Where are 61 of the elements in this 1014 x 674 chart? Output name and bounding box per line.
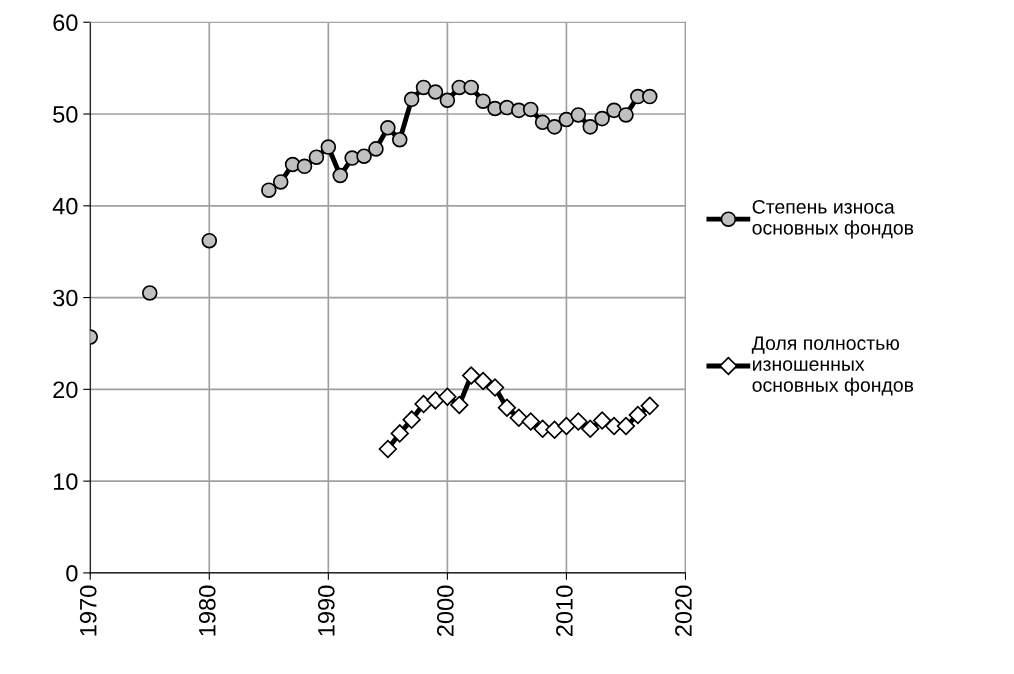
point (201, 232, 218, 249)
point (439, 92, 456, 109)
point (582, 119, 599, 135)
point (557, 416, 576, 436)
point (450, 395, 469, 415)
point (402, 410, 421, 429)
x-tick-label: 1990 (317, 585, 335, 636)
point (426, 391, 445, 410)
point (332, 167, 349, 184)
point (581, 419, 600, 438)
point (320, 139, 337, 155)
point (522, 101, 539, 118)
y-tick-label: 30 (53, 289, 78, 307)
point (616, 416, 636, 436)
point (570, 107, 587, 123)
point (558, 111, 575, 128)
x-tick-label: 2020 (675, 585, 692, 637)
point (485, 378, 505, 397)
x-tick-label: 2010 (556, 585, 573, 637)
point (521, 412, 540, 431)
point (261, 182, 277, 198)
y-tick-label: 20 (53, 381, 78, 399)
point (403, 91, 420, 108)
point (462, 366, 481, 385)
point (308, 149, 325, 165)
point (427, 84, 444, 100)
point (618, 107, 634, 123)
point (141, 285, 158, 301)
y-tick-label: 50 (53, 106, 78, 123)
point (640, 396, 659, 416)
point (594, 110, 610, 127)
point (380, 120, 396, 136)
y-tick-label: 10 (53, 473, 78, 490)
point (628, 405, 648, 425)
point (390, 424, 409, 443)
point (592, 411, 612, 430)
point (415, 79, 432, 96)
legend-label: Доля полностью изношенных основных фондов (751, 336, 914, 396)
point (356, 148, 372, 165)
y-tick-label: 60 (53, 14, 78, 32)
y-tick-label: 40 (52, 197, 78, 215)
point (606, 102, 622, 119)
point (473, 371, 493, 391)
point (272, 174, 289, 190)
point (391, 131, 408, 148)
point (378, 439, 398, 459)
x-tick-label: 1980 (198, 585, 216, 636)
point (569, 412, 588, 431)
point (296, 158, 313, 175)
point (438, 387, 457, 406)
point (463, 79, 479, 96)
point (534, 114, 551, 131)
y-tick-label: 0 (66, 564, 78, 582)
x-tick-label: 2000 (437, 585, 454, 637)
point (546, 119, 563, 135)
point (368, 141, 384, 157)
legend-label: Степень износа основных фондов (752, 199, 914, 239)
x-tick-label: 1970 (79, 585, 97, 636)
point (497, 398, 517, 417)
point (641, 88, 658, 105)
point (475, 93, 491, 109)
